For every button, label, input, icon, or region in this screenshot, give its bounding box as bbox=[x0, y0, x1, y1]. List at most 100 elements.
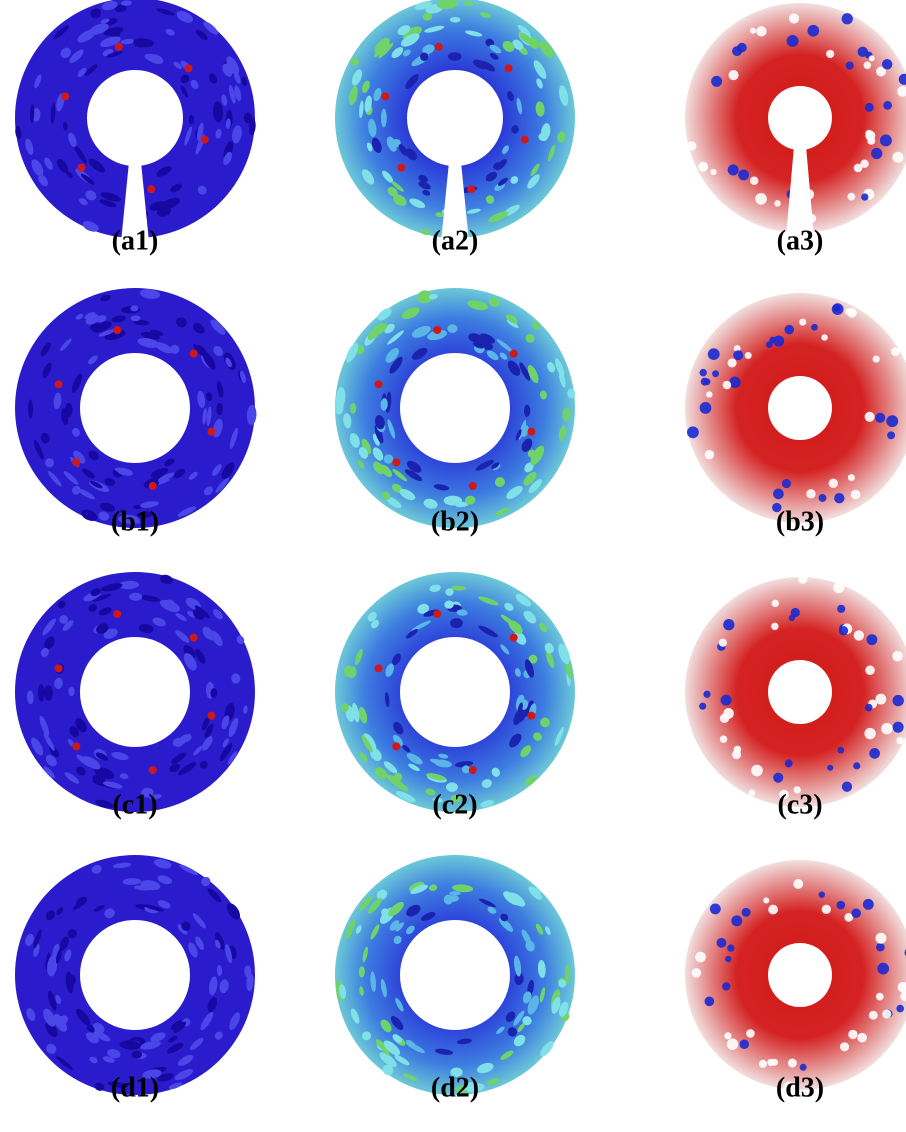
surface-dot bbox=[876, 943, 884, 951]
surface-dot bbox=[896, 1005, 904, 1013]
surface-dot bbox=[732, 750, 741, 759]
panel-label: (b3) bbox=[776, 506, 824, 537]
structure-image bbox=[685, 3, 906, 237]
surface-dot bbox=[721, 695, 732, 706]
surface-dot bbox=[873, 355, 880, 362]
surface-dot bbox=[848, 474, 855, 481]
ligand bbox=[113, 610, 121, 618]
surface-dot bbox=[887, 431, 895, 439]
ligand bbox=[467, 185, 475, 193]
surface-dot bbox=[891, 347, 900, 356]
surface-dot bbox=[882, 59, 892, 69]
surface-dot bbox=[740, 1040, 749, 1049]
surface-dot bbox=[842, 782, 852, 792]
surface-dot bbox=[773, 773, 783, 783]
surface-dot bbox=[842, 13, 853, 24]
surface-dot bbox=[865, 412, 875, 422]
helix bbox=[350, 403, 356, 414]
surface-dot bbox=[837, 901, 846, 910]
surface-dot bbox=[851, 490, 861, 500]
surface-dot bbox=[867, 137, 875, 145]
ligand bbox=[435, 43, 443, 51]
surface-dot bbox=[699, 369, 706, 376]
ligand bbox=[149, 482, 157, 490]
surface-dot bbox=[773, 336, 784, 347]
surface-dot bbox=[851, 908, 861, 918]
ring bbox=[685, 293, 906, 523]
surface-dot bbox=[771, 1059, 778, 1066]
surface-dot bbox=[731, 915, 742, 926]
structure-image bbox=[15, 855, 255, 1095]
panel-label: (a1) bbox=[112, 225, 159, 256]
surface-dot bbox=[789, 615, 795, 621]
surface-dot bbox=[822, 905, 831, 914]
surface-dot bbox=[847, 193, 855, 201]
surface-dot bbox=[834, 493, 844, 503]
structure-image bbox=[685, 575, 906, 807]
surface-dot bbox=[837, 605, 845, 613]
ligand bbox=[510, 350, 518, 358]
surface-dot bbox=[687, 141, 697, 151]
surface-dot bbox=[710, 169, 716, 175]
panel-label: (d3) bbox=[776, 1072, 824, 1103]
surface-dot bbox=[871, 148, 882, 159]
surface-dot bbox=[869, 748, 880, 759]
surface-dot bbox=[826, 50, 834, 58]
ligand bbox=[55, 380, 63, 388]
surface-dot bbox=[733, 350, 743, 360]
surface-dot bbox=[698, 162, 708, 172]
helix bbox=[131, 315, 141, 321]
ligand bbox=[392, 742, 400, 750]
surface-dot bbox=[848, 1030, 857, 1039]
surface-dot bbox=[723, 619, 734, 630]
surface-dot bbox=[750, 177, 759, 186]
surface-dot bbox=[865, 130, 872, 137]
surface-dot bbox=[720, 714, 729, 723]
surface-dot bbox=[821, 334, 828, 341]
surface-dot bbox=[725, 956, 731, 962]
ligand bbox=[115, 43, 123, 51]
ligand bbox=[505, 64, 513, 72]
surface-dot bbox=[798, 575, 807, 584]
panel-label: (b2) bbox=[431, 506, 479, 537]
ligand bbox=[77, 164, 85, 172]
surface-dot bbox=[705, 996, 715, 1006]
panel-label: (a2) bbox=[432, 225, 479, 256]
surface-dot bbox=[845, 308, 852, 315]
surface-dot bbox=[692, 968, 702, 978]
surface-dot bbox=[863, 899, 874, 910]
surface-dot bbox=[755, 193, 767, 205]
surface-dot bbox=[811, 324, 818, 331]
ligand bbox=[113, 326, 121, 334]
surface-dot bbox=[724, 1032, 731, 1039]
surface-dot bbox=[699, 703, 706, 710]
surface-dot bbox=[763, 897, 769, 903]
ligand bbox=[147, 185, 155, 193]
surface-dot bbox=[723, 381, 732, 390]
surface-dot bbox=[712, 370, 719, 377]
helix bbox=[130, 305, 138, 311]
structure-image bbox=[335, 288, 576, 528]
panel-label: (b1) bbox=[111, 506, 159, 537]
structure-image bbox=[685, 860, 906, 1093]
ring bbox=[685, 860, 906, 1090]
surface-dot bbox=[784, 325, 794, 335]
surface-dot bbox=[768, 905, 778, 915]
panel-label: (d2) bbox=[431, 1072, 479, 1103]
surface-dot bbox=[839, 626, 848, 635]
structure-image bbox=[685, 293, 906, 523]
surface-dot bbox=[827, 765, 833, 771]
surface-dot bbox=[787, 35, 799, 47]
ligand bbox=[185, 64, 193, 72]
surface-dot bbox=[774, 200, 780, 206]
surface-dot bbox=[751, 765, 763, 777]
surface-dot bbox=[886, 415, 898, 427]
surface-dot bbox=[829, 479, 838, 488]
surface-dot bbox=[746, 1029, 755, 1038]
surface-dot bbox=[858, 47, 868, 57]
surface-dot bbox=[706, 391, 712, 397]
surface-dot bbox=[857, 1033, 867, 1043]
surface-dot bbox=[864, 62, 872, 70]
surface-dot bbox=[788, 1059, 797, 1068]
ligand bbox=[381, 92, 389, 100]
